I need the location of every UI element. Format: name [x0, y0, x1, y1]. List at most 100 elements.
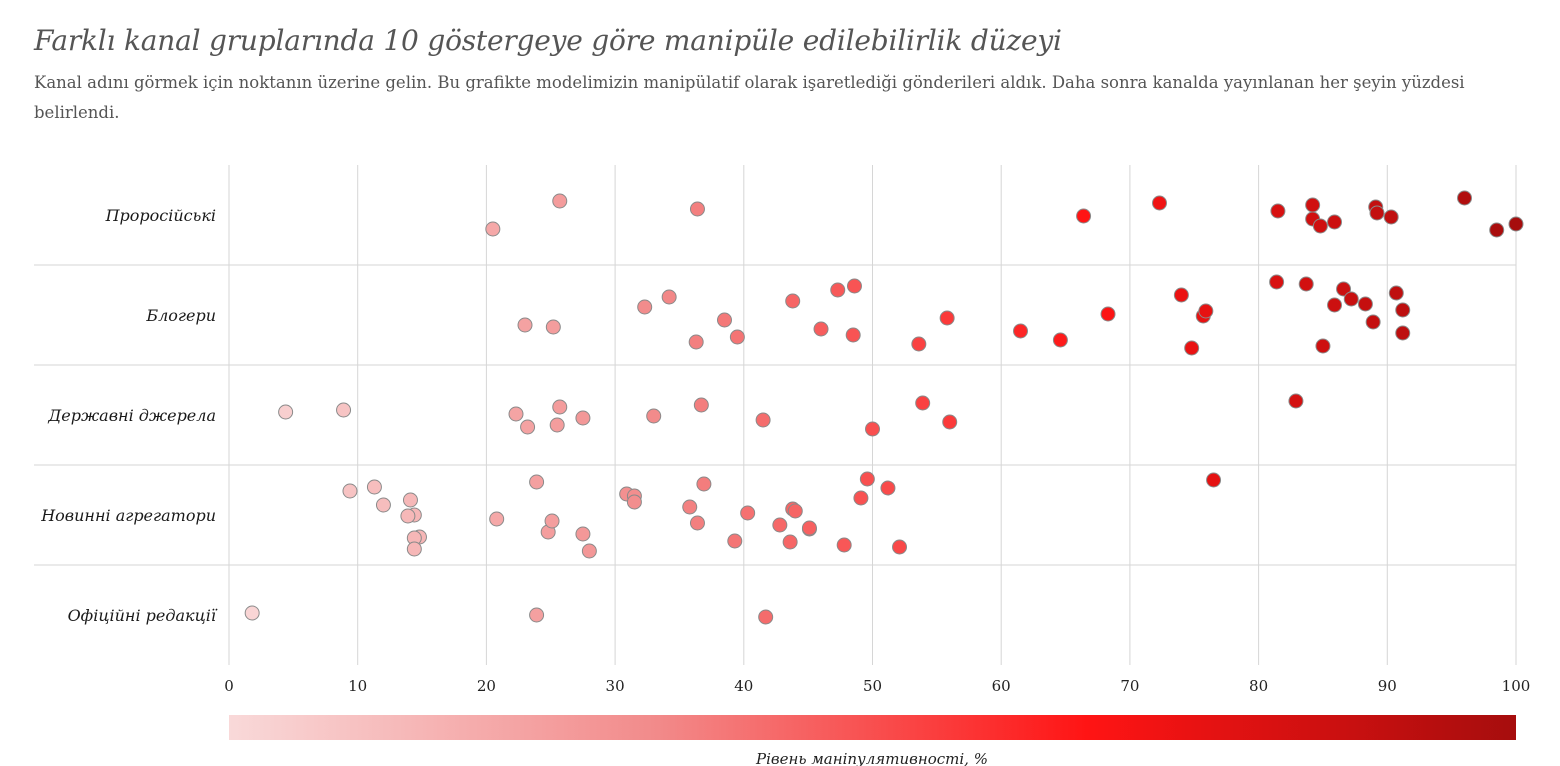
- data-point: [689, 201, 705, 217]
- data-point: [1489, 222, 1505, 238]
- data-point: [552, 399, 568, 415]
- data-point: [758, 609, 774, 625]
- x-tick-label: 50: [863, 677, 882, 695]
- row-label: Проросійські: [105, 206, 216, 225]
- data-point: [682, 499, 698, 515]
- data-point: [1184, 340, 1200, 356]
- data-point: [1198, 303, 1214, 319]
- data-point: [1508, 216, 1524, 232]
- x-tick-label: 100: [1502, 677, 1531, 695]
- data-point: [782, 534, 798, 550]
- data-point: [1457, 190, 1473, 206]
- data-point: [859, 471, 875, 487]
- data-point: [1076, 208, 1092, 224]
- data-point: [1327, 214, 1343, 230]
- data-point: [342, 483, 358, 499]
- row-labels: Проросійські Блогери Державні джерела Новин…: [40, 206, 218, 625]
- data-point: [1395, 302, 1411, 318]
- data-point: [911, 336, 927, 352]
- data-point: [1369, 205, 1385, 221]
- data-point: [942, 414, 958, 430]
- data-point: [508, 406, 524, 422]
- data-point: [544, 513, 560, 529]
- data-point: [549, 417, 565, 433]
- data-point: [552, 193, 568, 209]
- grid: [34, 165, 1517, 665]
- row-label: Офіційні редакції: [68, 606, 218, 625]
- x-tick-label: 60: [992, 677, 1011, 695]
- data-point: [336, 402, 352, 418]
- data-point: [1270, 203, 1286, 219]
- data-point: [406, 541, 422, 557]
- data-point: [529, 474, 545, 490]
- data-points: [244, 190, 1524, 625]
- x-tick-label: 40: [734, 677, 753, 695]
- data-point: [755, 412, 771, 428]
- data-point: [1152, 195, 1168, 211]
- data-point: [846, 278, 862, 294]
- data-point: [696, 476, 712, 492]
- chart-subtitle: Kanal adını görmek için noktanın üzerine…: [34, 73, 1465, 122]
- data-point: [740, 505, 756, 521]
- x-tick-label: 90: [1378, 677, 1397, 695]
- data-point: [278, 404, 294, 420]
- data-point: [517, 317, 533, 333]
- data-point: [520, 419, 536, 435]
- data-point: [1100, 306, 1116, 322]
- data-point: [785, 293, 801, 309]
- data-point: [545, 319, 561, 335]
- data-point: [1357, 296, 1373, 312]
- data-point: [1013, 323, 1029, 339]
- data-point: [865, 421, 880, 437]
- data-point: [1327, 297, 1343, 313]
- data-point: [853, 490, 869, 506]
- data-point: [581, 543, 597, 559]
- data-point: [729, 329, 745, 345]
- data-point: [575, 410, 591, 426]
- data-point: [892, 539, 908, 555]
- data-point: [529, 607, 545, 623]
- data-point: [1312, 218, 1328, 234]
- data-point: [402, 492, 418, 508]
- data-point: [716, 312, 732, 328]
- data-point: [1336, 281, 1352, 297]
- x-axis-ticks: 0 10 20 30 40 50 60 70 80 90 100: [224, 677, 1530, 695]
- data-point: [1395, 325, 1411, 341]
- data-point: [1052, 332, 1068, 348]
- data-point: [727, 533, 743, 549]
- data-point: [693, 397, 709, 413]
- data-point: [244, 605, 260, 621]
- data-point: [375, 497, 391, 513]
- data-point: [661, 289, 677, 305]
- data-point: [637, 299, 653, 315]
- row-label: Блогери: [145, 306, 216, 325]
- data-point: [1305, 197, 1321, 213]
- data-point: [1343, 291, 1359, 307]
- data-point: [1388, 285, 1404, 301]
- x-tick-label: 20: [477, 677, 496, 695]
- row-label: Новинні агрегатори: [40, 506, 216, 525]
- data-point: [787, 503, 803, 519]
- data-point: [485, 221, 501, 237]
- data-point: [880, 480, 896, 496]
- color-legend-bar: [229, 715, 1516, 740]
- x-tick-label: 30: [606, 677, 625, 695]
- x-tick-label: 10: [348, 677, 367, 695]
- data-point: [830, 282, 846, 298]
- color-legend: Рівень маніпулятивності, %: [229, 715, 1516, 766]
- data-point: [836, 537, 852, 553]
- data-point: [1298, 276, 1314, 292]
- data-point: [1288, 393, 1304, 409]
- data-point: [1383, 209, 1399, 225]
- chart-title: Farklı kanal gruplarında 10 göstergeye g…: [34, 24, 1062, 57]
- data-point: [772, 517, 788, 533]
- data-point: [689, 515, 705, 531]
- row-label: Державні джерела: [47, 406, 216, 425]
- data-point: [1315, 338, 1331, 354]
- data-point: [575, 526, 591, 542]
- data-point: [646, 408, 662, 424]
- data-point: [801, 520, 817, 536]
- data-point: [400, 508, 416, 524]
- data-point: [915, 395, 931, 411]
